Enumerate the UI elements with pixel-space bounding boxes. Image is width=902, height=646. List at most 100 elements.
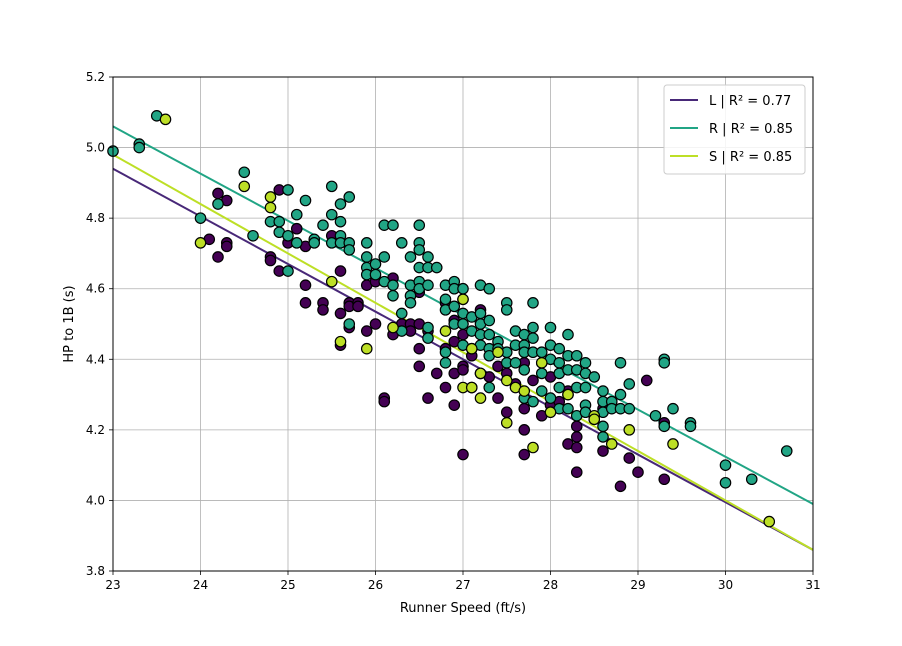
data-point-s <box>562 388 574 401</box>
data-point-l <box>369 318 382 330</box>
data-point-l <box>290 222 303 235</box>
data-point-s <box>334 335 347 348</box>
data-point-r <box>290 208 303 221</box>
y-tick-label: 4.4 <box>86 352 105 366</box>
data-point-r <box>299 194 312 207</box>
data-point-s <box>500 374 513 387</box>
data-point-r <box>553 342 566 355</box>
data-point-r <box>658 420 671 433</box>
data-point-r <box>413 219 426 231</box>
data-point-s <box>667 438 679 450</box>
data-point-r <box>597 420 609 433</box>
data-point-r <box>369 258 382 270</box>
data-point-s <box>588 413 601 426</box>
data-point-l <box>518 448 531 461</box>
data-point-r <box>597 385 609 397</box>
data-point-r <box>395 307 408 320</box>
data-point-l <box>570 441 583 454</box>
data-point-r <box>430 261 443 274</box>
legend-series-name: R <box>709 122 718 137</box>
data-point-r <box>780 445 793 457</box>
data-point-r <box>509 357 522 369</box>
data-point-l <box>352 300 364 313</box>
data-point-r <box>439 346 452 359</box>
x-tick-label: 26 <box>368 578 383 592</box>
data-point-s <box>763 515 776 528</box>
data-point-r <box>395 237 408 249</box>
data-point-r <box>527 332 539 344</box>
x-tick-label: 27 <box>455 578 470 592</box>
data-point-r <box>247 229 259 242</box>
data-point-s <box>159 113 172 126</box>
data-point-r <box>343 318 356 330</box>
x-tick-label: 23 <box>105 578 120 592</box>
data-point-l <box>597 445 609 457</box>
data-point-s <box>492 346 504 359</box>
data-point-r <box>282 184 294 196</box>
data-point-s <box>623 424 636 436</box>
data-point-r <box>325 180 338 193</box>
legend-series-name: S <box>709 150 717 165</box>
data-point-r <box>535 367 548 380</box>
legend-r2-value: R² = 0.77 <box>729 94 791 109</box>
data-point-r <box>212 198 224 210</box>
data-point-l <box>212 187 224 200</box>
data-point-s <box>474 367 487 380</box>
data-point-l <box>317 304 329 316</box>
data-point-r <box>623 402 636 415</box>
data-point-r <box>588 371 601 383</box>
legend-series-name: L <box>709 94 717 109</box>
data-point-l <box>570 431 583 443</box>
data-point-s <box>439 325 452 337</box>
data-point-l <box>570 466 583 478</box>
data-point-s <box>535 357 548 369</box>
data-point-r <box>553 381 566 394</box>
data-point-l <box>457 448 469 461</box>
legend-separator: | <box>717 150 730 165</box>
data-point-r <box>439 357 452 369</box>
data-point-r <box>334 215 347 228</box>
data-point-r <box>404 297 417 309</box>
x-tick-label: 31 <box>805 578 820 592</box>
data-point-l <box>334 307 347 320</box>
data-point-s <box>465 342 478 355</box>
data-point-s <box>264 201 277 214</box>
data-point-l <box>422 392 434 404</box>
data-point-r <box>579 381 592 394</box>
data-point-l <box>527 374 539 387</box>
data-point-r <box>290 237 303 249</box>
data-point-r <box>439 293 452 306</box>
data-point-r <box>422 279 434 291</box>
data-point-r <box>369 268 382 281</box>
legend-label-l: L | R² = 0.77 <box>709 94 791 109</box>
x-tick-label: 24 <box>193 578 208 592</box>
data-point-r <box>133 141 146 154</box>
data-point-l <box>360 325 373 337</box>
data-point-l <box>413 360 426 373</box>
data-point-s <box>264 191 277 203</box>
data-point-r <box>422 251 434 263</box>
y-tick-label: 3.8 <box>86 564 105 578</box>
data-point-l <box>500 406 513 419</box>
data-point-l <box>413 342 426 355</box>
trend-line-l <box>112 167 814 551</box>
data-point-r <box>570 349 583 362</box>
data-point-r <box>719 476 732 489</box>
data-point-r <box>667 402 679 415</box>
data-point-s <box>387 321 399 334</box>
data-point-r <box>387 279 399 291</box>
data-point-r <box>317 219 329 231</box>
data-point-r <box>544 392 557 404</box>
legend-separator: | <box>718 122 731 137</box>
data-point-r <box>422 321 434 334</box>
data-point-r <box>614 388 627 401</box>
data-point-r <box>334 198 347 210</box>
data-point-r <box>535 346 548 359</box>
data-point-l <box>212 251 224 263</box>
data-point-r <box>448 300 461 313</box>
y-tick-label: 4.8 <box>86 211 105 225</box>
x-tick-label: 28 <box>543 578 558 592</box>
data-point-s <box>544 406 557 419</box>
data-point-r <box>404 251 417 263</box>
